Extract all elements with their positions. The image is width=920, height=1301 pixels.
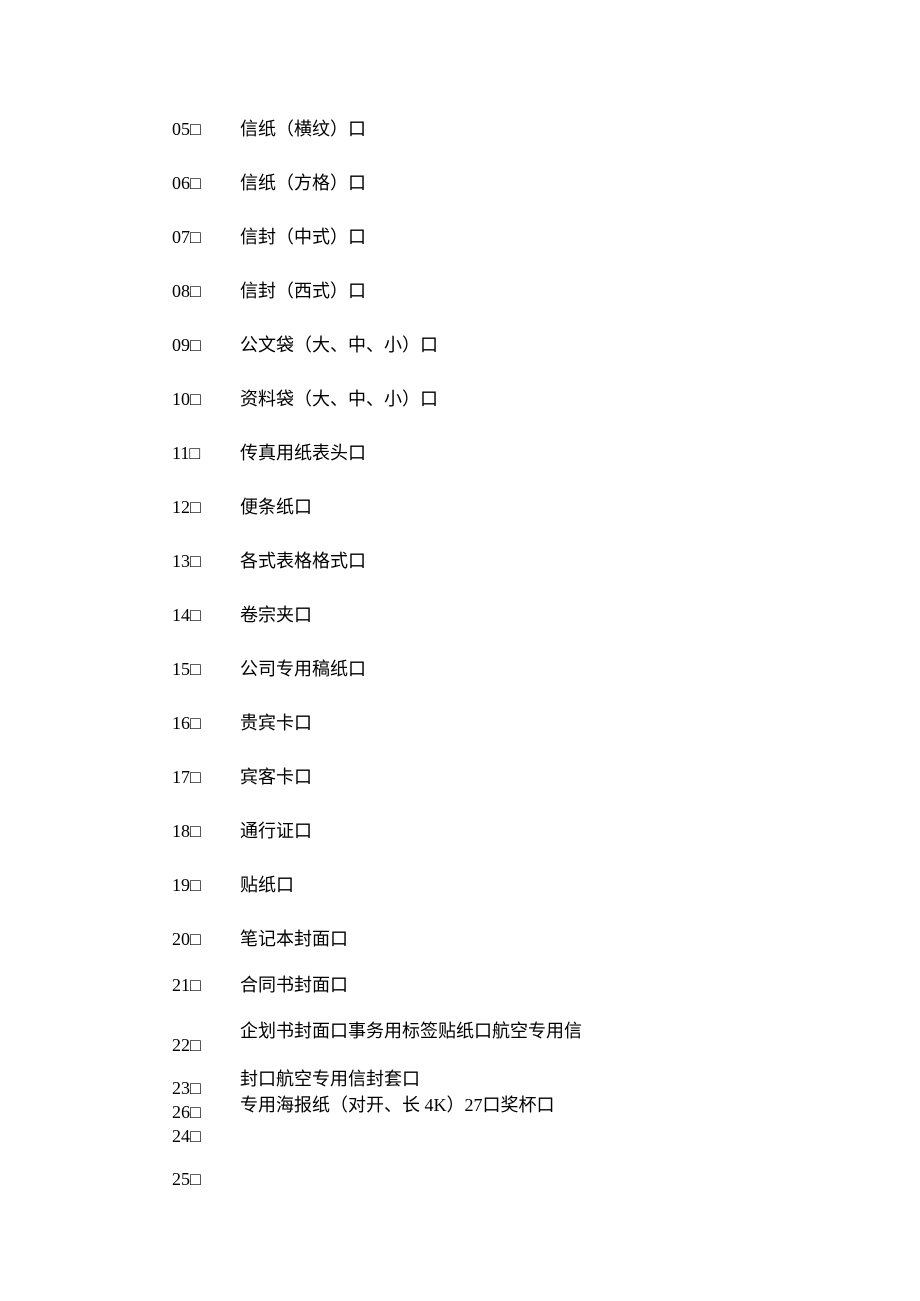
row-index: 06□ <box>172 170 240 196</box>
square-glyph: □ <box>190 818 201 844</box>
row-index: 10□ <box>172 386 240 412</box>
row-label: 各式表格格式口 <box>240 548 366 574</box>
list-row-07: 07□ 信封（中式）口 <box>172 224 582 250</box>
square-glyph: □ <box>190 1166 201 1192</box>
row-label: 传真用纸表头口 <box>240 440 366 466</box>
list-row-18: 18□ 通行证口 <box>172 818 582 844</box>
square-glyph: □ <box>190 332 201 358</box>
list-row-10: 10□ 资料袋（大、中、小）口 <box>172 386 582 412</box>
row-23-line2: 专用海报纸（对开、长 4K）27口奖杯口 <box>240 1092 555 1118</box>
row-label: 资料袋（大、中、小）口 <box>240 386 438 412</box>
square-glyph: □ <box>190 386 201 412</box>
square-glyph: □ <box>190 764 201 790</box>
row-label: 便条纸口 <box>240 494 312 520</box>
list-row-08: 08□ 信封（西式）口 <box>172 278 582 304</box>
row-index: 14□ <box>172 602 240 628</box>
row-index: 08□ <box>172 278 240 304</box>
row-label: 企划书封面口事务用标签贴纸口航空专用信 <box>240 1018 582 1044</box>
row-index: 20□ <box>172 926 240 952</box>
row-index: 13□ <box>172 548 240 574</box>
row-index-24: 24□ <box>172 1124 240 1148</box>
row-index: 16□ <box>172 710 240 736</box>
list-row-09: 09□ 公文袋（大、中、小）口 <box>172 332 582 358</box>
square-glyph: □ <box>190 116 201 142</box>
row-23-line1: 封口航空专用信封套口 <box>240 1066 555 1092</box>
row-label: 通行证口 <box>240 818 312 844</box>
list-row-12: 12□ 便条纸口 <box>172 494 582 520</box>
row-index: 12□ <box>172 494 240 520</box>
square-glyph: □ <box>190 170 201 196</box>
row-label: 贵宾卡口 <box>240 710 312 736</box>
row-index-23: 23□ <box>172 1076 240 1100</box>
square-glyph: □ <box>190 548 201 574</box>
square-glyph: □ <box>189 440 200 466</box>
list-row-14: 14□ 卷宗夹口 <box>172 602 582 628</box>
list-row-19: 19□ 贴纸口 <box>172 872 582 898</box>
row-label: 笔记本封面口 <box>240 926 348 952</box>
row-index-26: 26□ <box>172 1100 240 1124</box>
row-index: 21□ <box>172 972 240 998</box>
index-stack: 23□ 26□ 24□ <box>172 1066 240 1148</box>
row-label: 信纸（横纹）口 <box>240 116 366 142</box>
row-index: 17□ <box>172 764 240 790</box>
row-label: 信封（中式）口 <box>240 224 366 250</box>
list-row-23-cluster: 23□ 26□ 24□ 封口航空专用信封套口 专用海报纸（对开、长 4K）27口… <box>172 1066 582 1148</box>
row-index: 05□ <box>172 116 240 142</box>
row-label: 卷宗夹口 <box>240 602 312 628</box>
document-content: 05□ 信纸（横纹）口 06□ 信纸（方格）口 07□ 信封（中式）口 08□ … <box>172 116 582 1220</box>
square-glyph: □ <box>190 710 201 736</box>
row-label: 宾客卡口 <box>240 764 312 790</box>
list-row-13: 13□ 各式表格格式口 <box>172 548 582 574</box>
row-label: 公司专用稿纸口 <box>240 656 366 682</box>
list-row-15: 15□ 公司专用稿纸口 <box>172 656 582 682</box>
list-row-06: 06□ 信纸（方格）口 <box>172 170 582 196</box>
square-glyph: □ <box>190 656 201 682</box>
row-index: 25□ <box>172 1166 240 1192</box>
square-glyph: □ <box>190 926 201 952</box>
row-23-labels: 封口航空专用信封套口 专用海报纸（对开、长 4K）27口奖杯口 <box>240 1066 555 1118</box>
list-row-11: 11□ 传真用纸表头口 <box>172 440 582 466</box>
row-label: 公文袋（大、中、小）口 <box>240 332 438 358</box>
row-index: 22□ <box>172 1018 240 1058</box>
square-glyph: □ <box>190 1032 201 1058</box>
square-glyph: □ <box>190 494 201 520</box>
row-index: 09□ <box>172 332 240 358</box>
square-glyph: □ <box>190 872 201 898</box>
row-index: 15□ <box>172 656 240 682</box>
row-index: 19□ <box>172 872 240 898</box>
row-label: 贴纸口 <box>240 872 294 898</box>
row-index: 18□ <box>172 818 240 844</box>
row-label: 信封（西式）口 <box>240 278 366 304</box>
row-label: 信纸（方格）口 <box>240 170 366 196</box>
list-row-16: 16□ 贵宾卡口 <box>172 710 582 736</box>
list-row-21: 21□ 合同书封面口 <box>172 972 582 998</box>
list-row-22: 22□ 企划书封面口事务用标签贴纸口航空专用信 <box>172 1018 582 1058</box>
list-row-20: 20□ 笔记本封面口 <box>172 926 582 952</box>
list-row-17: 17□ 宾客卡口 <box>172 764 582 790</box>
row-index: 07□ <box>172 224 240 250</box>
list-row-05: 05□ 信纸（横纹）口 <box>172 116 582 142</box>
square-glyph: □ <box>190 224 201 250</box>
list-row-25: 25□ <box>172 1166 582 1192</box>
square-glyph: □ <box>190 972 201 998</box>
row-index: 11□ <box>172 440 240 466</box>
row-label: 合同书封面口 <box>240 972 348 998</box>
square-glyph: □ <box>190 602 201 628</box>
square-glyph: □ <box>190 278 201 304</box>
